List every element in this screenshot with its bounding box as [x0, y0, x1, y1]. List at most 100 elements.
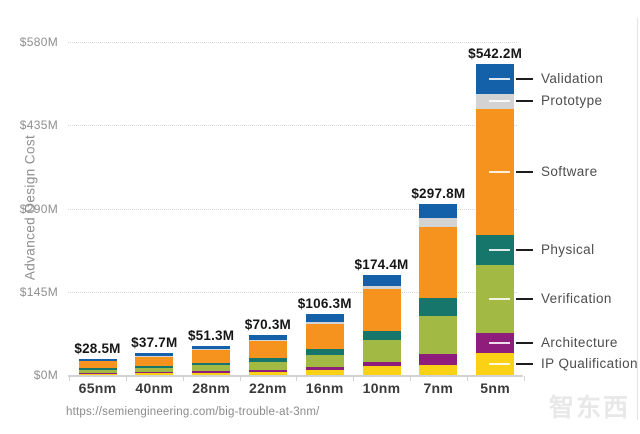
bar-segment-prototype [192, 349, 231, 351]
x-axis-tick [296, 376, 298, 381]
bar-16nm [305, 314, 344, 375]
bar-7nm [419, 204, 458, 375]
bar-value-label: $70.3M [244, 316, 291, 332]
x-axis-tick [69, 376, 71, 381]
source-url: https://semiengineering.com/big-trouble-… [66, 406, 320, 418]
bar-segment-physical [135, 366, 174, 368]
x-axis-label: 5nm [480, 380, 510, 396]
bar-value-label: $106.3M [297, 295, 352, 311]
bar-segment-ip-qualification [248, 371, 287, 375]
x-axis-label: 7nm [423, 380, 454, 396]
bar-segment-physical [192, 362, 231, 366]
y-tick-label: $580M [19, 35, 58, 49]
x-axis-label: 10nm [362, 380, 401, 396]
legend-label-physical: Physical [541, 241, 595, 257]
bar-segment-physical [305, 348, 344, 356]
legend-leader-line [516, 341, 533, 344]
bar-segment-ip-qualification [192, 372, 231, 375]
bar-segment-ip-qualification [78, 373, 117, 375]
gridline [68, 291, 517, 293]
y-tick-label: $435M [19, 118, 58, 133]
legend-leader-line [516, 100, 533, 103]
bar-22nm [248, 334, 287, 375]
bar-segment-ip-qualification [419, 364, 458, 375]
legend-label-prototype: Prototype [541, 93, 603, 109]
x-axis-tick [466, 376, 468, 381]
bar-segment-verification [248, 361, 287, 370]
bar-segment-software [248, 340, 287, 359]
bar-10nm [362, 274, 401, 375]
bar-value-label: $51.3M [187, 327, 235, 343]
bar-segment-prototype [362, 286, 401, 289]
legend-leader-line [516, 248, 533, 251]
x-axis-tick [125, 376, 127, 381]
bar-segment-physical [362, 330, 401, 341]
bar-segment-prototype [78, 360, 117, 362]
bar-segment-architecture [192, 371, 231, 373]
legend-label-software: Software [541, 163, 598, 179]
bar-segment-prototype [419, 218, 458, 228]
bar-segment-verification [135, 367, 174, 373]
legend-leader-dash-inner [489, 298, 510, 301]
bar-segment-architecture [305, 366, 344, 370]
bar-segment-validation [362, 274, 401, 287]
bar-segment-prototype [135, 355, 174, 357]
watermark-logo: 智东西 [548, 394, 630, 422]
bar-segment-validation [192, 345, 231, 350]
x-axis-label: 28nm [192, 380, 230, 396]
bar-segment-software [419, 227, 458, 298]
bar-segment-software [78, 361, 117, 369]
x-axis-tick [353, 376, 355, 381]
legend-label-architecture: Architecture [541, 334, 618, 350]
bar-value-label: $37.7M [131, 335, 178, 351]
bar-5nm [476, 63, 515, 375]
x-axis-tick [409, 376, 411, 381]
bar-value-label: $297.8M [411, 186, 466, 202]
legend-leader-dash-inner [489, 362, 510, 365]
bar-segment-architecture [419, 354, 458, 365]
legend-leader-line [516, 362, 533, 365]
bar-segment-verification [192, 365, 231, 372]
bar-segment-software [305, 324, 344, 349]
x-axis-label: 40nm [135, 380, 174, 396]
legend-leader-dash-inner [489, 248, 510, 251]
legend-label-verification: Verification [541, 291, 612, 307]
bar-segment-architecture [135, 372, 174, 374]
bar-segment-prototype [305, 321, 344, 325]
y-tick-label: $290M [19, 201, 58, 216]
bar-segment-verification [419, 316, 458, 355]
legend-leader-line [516, 170, 533, 173]
bar-segment-verification [78, 369, 117, 373]
y-tick-label: $145M [19, 284, 58, 299]
bar-segment-verification [362, 340, 401, 363]
bar-segment-physical [78, 368, 117, 370]
bar-segment-physical [419, 297, 458, 317]
bar-segment-validation [248, 334, 287, 340]
x-axis-label: 65nm [78, 380, 117, 396]
bar-value-label: $542.2M [468, 45, 523, 61]
bar-segment-software [192, 350, 231, 363]
bar-segment-validation [78, 358, 117, 361]
bar-segment-architecture [248, 369, 287, 372]
bar-segment-software [362, 288, 401, 331]
bar-segment-prototype [248, 339, 287, 341]
bar-segment-validation [305, 314, 344, 322]
bar-value-label: $28.5M [74, 340, 121, 356]
frame-right-border [637, 18, 638, 420]
x-axis-tick [239, 376, 241, 381]
legend-leader-line [516, 77, 533, 80]
bar-segment-ip-qualification [135, 373, 174, 375]
legend-leader-dash-inner [489, 170, 510, 173]
bar-segment-architecture [362, 362, 401, 367]
bar-40nm [135, 353, 174, 375]
bar-segment-validation [135, 353, 174, 356]
legend-leader-dash-inner [489, 341, 510, 344]
legend-label-validation: Validation [541, 70, 604, 86]
bar-65nm [78, 358, 117, 375]
x-axis-tick [523, 376, 525, 381]
x-axis-label: 16nm [305, 380, 344, 396]
gridline [68, 42, 517, 43]
bar-segment-software [135, 356, 174, 367]
legend-label-ip-qualification: IP Qualification [541, 355, 638, 371]
